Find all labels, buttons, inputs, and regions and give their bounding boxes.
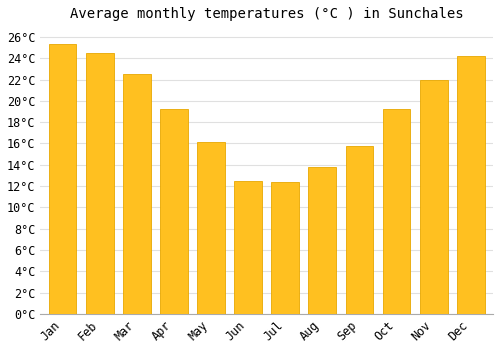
Bar xyxy=(160,109,188,314)
Title: Average monthly temperatures (°C ) in Sunchales: Average monthly temperatures (°C ) in Su… xyxy=(70,7,464,21)
Bar xyxy=(420,79,448,314)
Bar xyxy=(308,167,336,314)
Bar xyxy=(382,109,410,314)
Bar xyxy=(123,74,150,314)
Bar xyxy=(48,44,76,314)
Bar xyxy=(234,181,262,314)
Bar xyxy=(272,182,299,314)
Bar xyxy=(457,56,484,314)
Bar xyxy=(86,53,114,314)
Bar xyxy=(346,146,374,314)
Bar xyxy=(197,142,225,314)
